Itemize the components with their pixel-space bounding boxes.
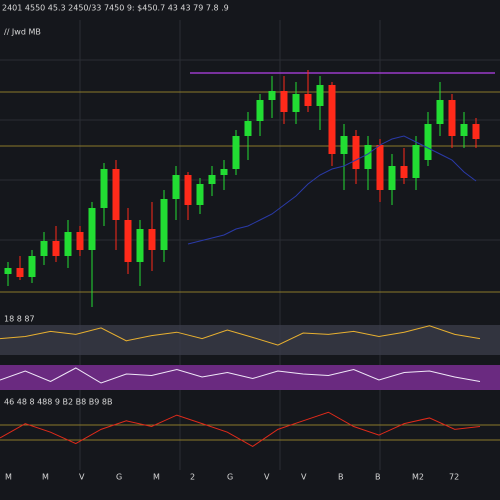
candle-body <box>208 175 216 184</box>
candle-body <box>76 232 84 250</box>
candle-body <box>304 94 312 106</box>
x-tick-label: V <box>301 473 307 482</box>
candle-body <box>40 241 48 256</box>
x-tick-label: M <box>42 473 49 482</box>
candle-body <box>268 91 276 100</box>
header: 2401 4550 45.3 2450/33 7450 9: $450.7 43… <box>2 4 229 13</box>
candle-body <box>328 85 336 154</box>
candle-body <box>160 199 168 250</box>
candle-body <box>28 256 36 277</box>
candle-body <box>100 169 108 208</box>
x-tick-label: B <box>375 473 381 482</box>
x-tick-label: 72 <box>449 473 459 482</box>
candle-body <box>244 121 252 136</box>
candle-body <box>112 169 120 220</box>
candle-body <box>376 145 384 190</box>
candle-body <box>472 124 480 139</box>
candle-body <box>220 169 228 175</box>
candle-body <box>364 145 372 169</box>
symbol: // Jwd MB <box>4 28 41 37</box>
candle-body <box>412 145 420 178</box>
candle-body <box>184 175 192 205</box>
candle-body <box>136 229 144 262</box>
x-tick-label: V <box>79 473 85 482</box>
x-tick-label: B <box>338 473 344 482</box>
x-tick-label: 2 <box>190 473 195 482</box>
x-tick-label: V <box>264 473 270 482</box>
candle-body <box>280 91 288 112</box>
x-tick-label: G <box>227 473 233 482</box>
candle-body <box>148 229 156 250</box>
candle-body <box>64 232 72 256</box>
x-tick-label: M <box>153 473 160 482</box>
candle-body <box>340 136 348 154</box>
moving-average <box>187 135 477 245</box>
x-tick-label: M <box>5 473 12 482</box>
candle-body <box>460 124 468 136</box>
indicator-line <box>0 367 481 384</box>
candle-body <box>388 166 396 190</box>
candle-body <box>88 208 96 250</box>
candle-body <box>172 175 180 199</box>
panel-label: 18 8 87 <box>4 315 35 324</box>
indicator-line <box>0 325 481 346</box>
candle-body <box>352 136 360 169</box>
candle-body <box>232 136 240 169</box>
indicator-line <box>0 411 481 448</box>
x-tick-label: G <box>116 473 122 482</box>
candle-body <box>292 94 300 112</box>
candle-body <box>256 100 264 121</box>
candle-body <box>424 124 432 160</box>
candle-body <box>16 268 24 277</box>
candle-body <box>124 220 132 262</box>
x-tick-label: M2 <box>412 473 424 482</box>
candle-body <box>52 241 60 256</box>
candle-body <box>436 100 444 124</box>
candle-body <box>400 166 408 178</box>
candle-body <box>196 184 204 205</box>
candle-body <box>4 268 12 274</box>
candle-body <box>448 100 456 136</box>
panel-label: 46 48 8 488 9 B2 B8 B9 8B <box>4 398 112 407</box>
candle-body <box>316 85 324 106</box>
